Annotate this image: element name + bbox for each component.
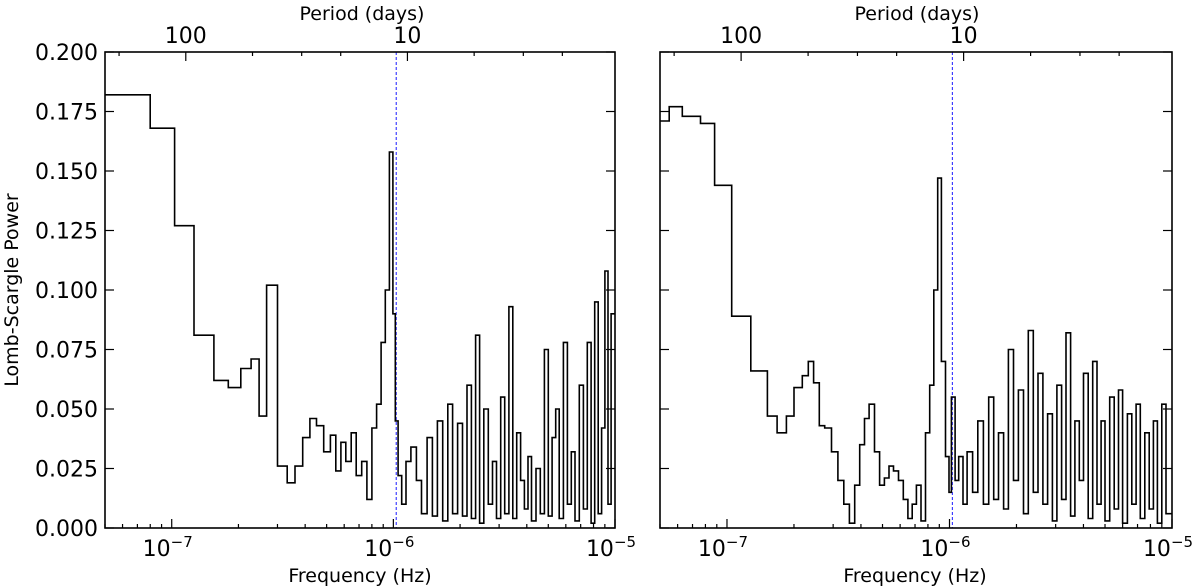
y-tick-label: 0.100 [35,279,98,304]
period-tick-label: 10 [950,24,978,49]
period-tick-label: 10 [393,24,421,49]
y-tick-label: 0.050 [35,398,98,423]
x-tick-label: 10−6 [364,533,414,562]
y-tick-label: 0.075 [35,339,98,364]
period-tick-label: 100 [165,24,207,49]
x-tick-label: 10−6 [920,533,970,562]
left-secondary-xlabel: Period (days) [300,3,425,25]
power-spectrum-line [660,105,1172,524]
right-plot-frame [659,51,1173,529]
left-plot-frame [104,51,616,529]
x-tick-label: 10−7 [698,533,748,562]
left-panel: Lomb-Scargle Power Frequency (Hz) Period… [1,3,636,587]
x-tick-label: 10−7 [143,533,193,562]
period-tick-label: 100 [720,24,762,49]
x-tick-label: 10−5 [586,533,636,562]
left-ylabel: Lomb-Scargle Power [1,193,23,387]
left-xlabel: Frequency (Hz) [288,565,431,587]
right-panel: Frequency (Hz) Period (days) 10−7 10−6 10−… [659,3,1193,587]
right-series [660,52,1172,528]
left-series [105,52,615,528]
y-tick-label: 0.175 [35,101,98,126]
right-ticks: 10−7 10−6 10−5 100 10 [659,24,1193,562]
y-tick-label: 0.025 [35,458,98,483]
y-tick-label: 0.200 [35,41,98,66]
right-secondary-xlabel: Period (days) [855,3,980,25]
right-xlabel: Frequency (Hz) [843,565,986,587]
y-tick-label: 0.125 [35,220,98,245]
left-ticks: 0.000 0.025 0.050 0.075 0.100 0.125 0.150 0.175… [35,24,636,562]
y-tick-label: 0.000 [35,517,98,542]
y-tick-label: 0.150 [35,160,98,185]
power-spectrum-line [105,94,615,524]
x-tick-label: 10−5 [1143,533,1193,562]
